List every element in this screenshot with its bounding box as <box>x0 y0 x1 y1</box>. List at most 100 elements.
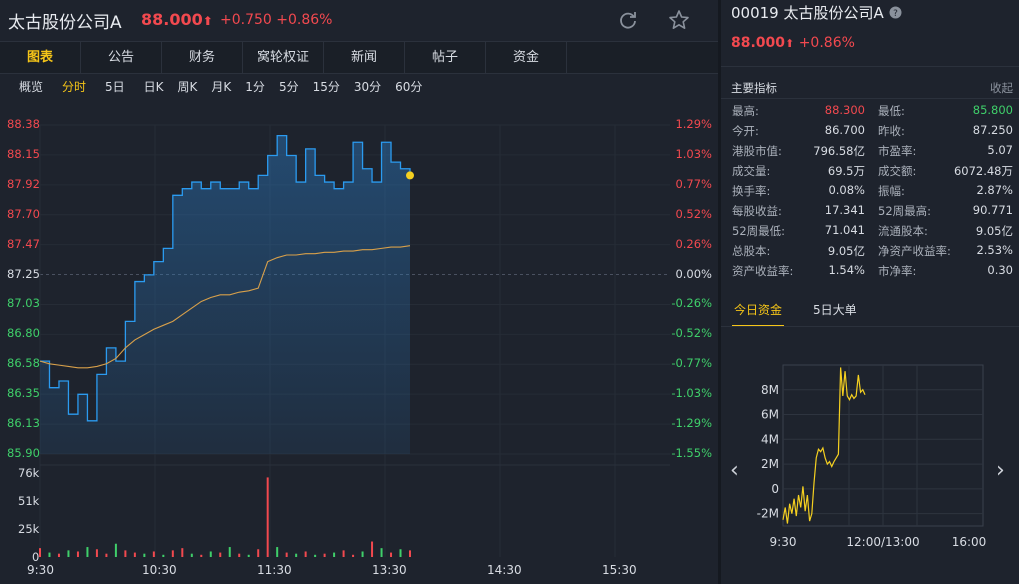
metric-label: 今开: <box>732 124 759 138</box>
fund-flow-line <box>782 367 866 524</box>
metric-label: 换手率: <box>732 184 771 198</box>
tab-warrants[interactable]: 窝轮权证 <box>243 42 324 73</box>
metric-label: 振幅: <box>878 184 905 198</box>
metric-value: 0.08% <box>828 183 865 197</box>
period-selector: 概览 分时 5日 日K 周K 月K 1分 5分 15分 30分 60分 <box>0 74 422 100</box>
stock-name: 太古股份公司A <box>8 13 122 33</box>
volume-bar <box>390 552 393 557</box>
volume-bar <box>200 554 203 557</box>
period-1min[interactable]: 1分 <box>245 80 265 94</box>
price-tick-label: 88.15 <box>7 146 40 161</box>
average-line <box>39 245 411 369</box>
chart-panel: 太古股份公司A 88.000⬆ +0.750 +0.86% 图表 公告 财务 窝… <box>0 9 718 577</box>
percent-tick-label: 0.77% <box>675 176 712 191</box>
metric-value: 87.250 <box>972 123 1013 137</box>
mini-y-tick-label: 4M <box>761 432 779 446</box>
volume-tick-label: 76k <box>18 466 40 480</box>
percent-tick-label: 0.26% <box>675 236 712 251</box>
chevron-left-icon[interactable]: ‹ <box>730 458 739 483</box>
mini-y-tick-label: -2M <box>757 507 779 521</box>
tab-5day-block[interactable]: 5日大单 <box>813 303 857 317</box>
period-weekly[interactable]: 周K <box>177 80 198 94</box>
tab-funds[interactable]: 资金 <box>486 42 567 73</box>
metric-label: 最低: <box>878 104 905 118</box>
price-tick-label: 86.35 <box>7 386 40 401</box>
period-monthly[interactable]: 月K <box>211 80 232 94</box>
metric-label: 总股本: <box>732 244 771 258</box>
volume-tick-label: 51k <box>18 494 40 508</box>
price-tick-label: 88.38 <box>7 117 40 131</box>
period-5min[interactable]: 5分 <box>278 80 299 94</box>
refresh-icon[interactable] <box>617 9 639 31</box>
metric-value: 796.58亿 <box>813 144 865 158</box>
time-label: 13:30 <box>372 563 407 577</box>
volume-bar <box>86 547 89 557</box>
period-30min[interactable]: 30分 <box>353 80 382 94</box>
metric-value: 90.771 <box>972 203 1013 217</box>
volume-bar <box>162 554 165 557</box>
price-tick-label: 87.25 <box>7 266 40 281</box>
price-tick-label: 86.58 <box>7 356 40 371</box>
time-label: 15:30 <box>602 563 637 577</box>
tab-chart[interactable]: 图表 <box>0 42 81 73</box>
volume-bar <box>67 550 70 557</box>
main-tabs: 图表 公告 财务 窝轮权证 新闻 帖子 资金 <box>0 41 718 74</box>
metric-row: 成交量: 69.5万 成交额: 6072.48万 <box>721 163 1019 183</box>
period-15min[interactable]: 15分 <box>312 80 340 94</box>
volume-bar <box>285 552 288 557</box>
tab-announcements[interactable]: 公告 <box>81 42 162 73</box>
period-60min[interactable]: 60分 <box>395 80 423 94</box>
percent-tick-label: 1.29% <box>675 117 712 131</box>
volume-bar <box>333 552 336 557</box>
last-price-dot <box>406 171 414 180</box>
price-tick-label: 87.92 <box>7 176 40 191</box>
volume-bar <box>314 554 317 557</box>
chevron-right-icon[interactable]: › <box>996 458 1005 483</box>
mini-y-tick-label: 8M <box>761 383 779 397</box>
volume-bar <box>342 550 345 557</box>
help-icon[interactable]: ? <box>889 6 902 19</box>
metric-value: 5.07 <box>987 143 1013 157</box>
svg-text:?: ? <box>893 9 898 19</box>
metric-label: 最高: <box>732 104 759 118</box>
volume-bar <box>361 551 364 557</box>
period-overview[interactable]: 概览 <box>19 80 44 94</box>
up-arrow-icon: ⬆ <box>785 37 795 50</box>
price-change: +0.750 +0.86% <box>220 12 333 28</box>
metric-row: 港股市值: 796.58亿 市盈率: 5.07 <box>721 143 1019 163</box>
price-line <box>40 134 411 422</box>
mini-y-tick-label: 6M <box>761 408 779 422</box>
volume-bar <box>57 553 60 557</box>
metric-value: 69.5万 <box>827 164 865 178</box>
metric-label: 每股收益: <box>732 204 782 218</box>
price-tick-label: 86.80 <box>7 326 40 341</box>
volume-bar <box>124 550 127 557</box>
percent-tick-label: 0.00% <box>675 266 712 281</box>
metric-value: 85.800 <box>972 103 1013 117</box>
percent-tick-label: -0.77% <box>671 356 712 371</box>
volume-bar <box>257 549 260 557</box>
volume-bar <box>247 554 250 557</box>
period-5day[interactable]: 5日 <box>105 80 125 94</box>
metric-row: 52周最低: 71.041 流通股本: 9.05亿 <box>721 223 1019 243</box>
tab-news[interactable]: 新闻 <box>324 42 405 73</box>
up-arrow-icon: ⬆ <box>202 14 213 28</box>
tab-today-funds[interactable]: 今日资金 <box>731 303 785 327</box>
metric-value: 2.53% <box>976 243 1013 257</box>
volume-bar <box>209 551 212 557</box>
percent-tick-label: -1.29% <box>671 416 712 431</box>
tab-financials[interactable]: 财务 <box>162 42 243 73</box>
period-daily[interactable]: 日K <box>143 80 164 94</box>
collapse-button[interactable]: 收起 <box>990 81 1013 95</box>
price-area <box>40 135 410 454</box>
volume-tick-label: 25k <box>18 522 40 536</box>
star-icon[interactable] <box>668 9 690 31</box>
mini-x-tick-label: 12:00/13:00 <box>846 535 919 549</box>
tab-posts[interactable]: 帖子 <box>405 42 486 73</box>
percent-tick-label: -0.26% <box>671 296 712 311</box>
period-intraday[interactable]: 分时 <box>62 80 87 94</box>
volume-bar <box>219 552 222 557</box>
volume-bar <box>371 541 374 557</box>
time-label: 11:30 <box>257 563 292 577</box>
price-tick-label: 87.70 <box>7 206 40 221</box>
